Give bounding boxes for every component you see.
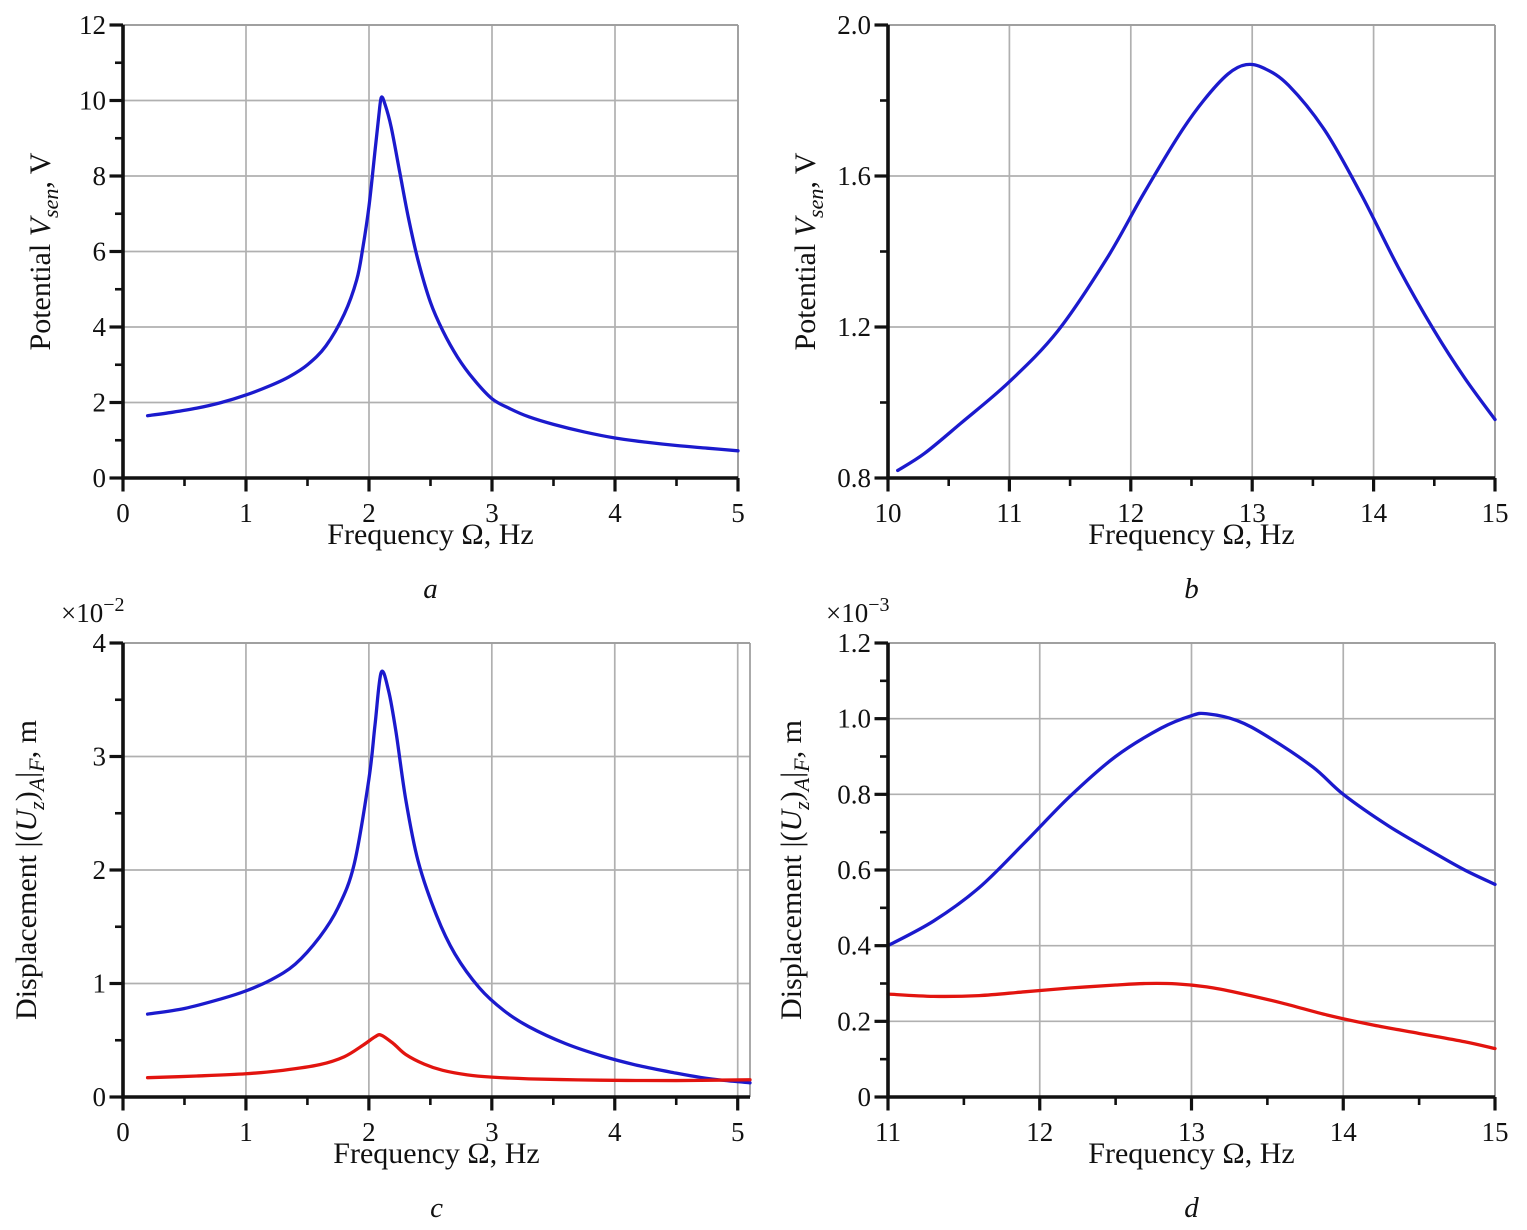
y-axis-exponent-label: ×10−3 [826, 594, 890, 628]
x-tick-label: 13 [1178, 1117, 1205, 1147]
x-axis-title: Frequency Ω, Hz [1088, 518, 1294, 551]
x-tick-label: 15 [1482, 1117, 1509, 1147]
x-tick-label: 14 [1360, 498, 1388, 528]
y-tick-label: 10 [79, 86, 106, 116]
x-tick-label: 11 [996, 498, 1022, 528]
y-tick-label: 4 [93, 312, 107, 342]
blue-curve [145, 669, 752, 1085]
x-tick-label: 10 [875, 498, 902, 528]
blue-curve [896, 62, 1497, 473]
x-tick-label: 5 [731, 1117, 745, 1147]
y-tick-label: 0 [93, 1082, 107, 1112]
y-tick-label: 0 [93, 463, 107, 493]
x-tick-label: 1 [239, 1117, 253, 1147]
x-tick-label: 0 [116, 1117, 130, 1147]
y-tick-label: 12 [79, 10, 106, 40]
subplot-caption: c [430, 1192, 443, 1224]
y-tick-label: 0.8 [837, 779, 871, 809]
x-tick-label: 3 [485, 498, 499, 528]
x-tick-label: 3 [485, 1117, 499, 1147]
y-tick-label: 8 [93, 161, 107, 191]
y-tick-label: 2 [93, 388, 107, 418]
y-tick-label: 2.0 [837, 10, 871, 40]
blue-curve [886, 711, 1497, 948]
x-tick-label: 4 [608, 1117, 622, 1147]
subplot-caption: a [423, 573, 438, 605]
x-tick-label: 13 [1239, 498, 1266, 528]
x-tick-label: 1 [239, 498, 253, 528]
x-axis-title: Frequency Ω, Hz [333, 1137, 539, 1170]
x-tick-label: 11 [875, 1117, 901, 1147]
y-tick-label: 0 [858, 1082, 872, 1112]
y-tick-label: 0.6 [837, 855, 871, 885]
y-axis-title: Displacement |(Uz)A|F, m [10, 720, 49, 1020]
y-tick-label: 0.4 [837, 931, 871, 961]
red-curve [145, 1033, 752, 1083]
subplot-caption: d [1184, 1192, 1199, 1224]
y-tick-label: 1.2 [837, 312, 871, 342]
y-axis-title: Displacement |(Uz)A|F, m [775, 720, 814, 1020]
x-tick-label: 2 [362, 498, 376, 528]
x-axis-title: Frequency Ω, Hz [1088, 1137, 1294, 1170]
x-tick-label: 12 [1026, 1117, 1053, 1147]
red-curve [886, 981, 1497, 1051]
x-tick-label: 12 [1117, 498, 1144, 528]
y-tick-label: 1.6 [837, 161, 871, 191]
y-tick-label: 4 [93, 628, 107, 658]
x-tick-label: 5 [731, 498, 745, 528]
y-tick-label: 0.2 [837, 1006, 871, 1036]
subplot-caption: b [1184, 573, 1199, 605]
y-tick-label: 1.2 [837, 628, 871, 658]
y-tick-label: 0.8 [837, 463, 871, 493]
y-axis-title: Potential Vsen, V [789, 152, 828, 350]
y-axis-exponent-label: ×10−2 [61, 594, 125, 628]
y-tick-label: 3 [93, 742, 107, 772]
x-axis-title: Frequency Ω, Hz [327, 518, 533, 551]
x-tick-label: 0 [116, 498, 130, 528]
chart-b: 10 11 12 13 14 15 0.8 1.2 1.6 2.0 Frequency Ω, Hz P… [789, 10, 1509, 605]
y-tick-label: 6 [93, 237, 107, 267]
blue-curve [145, 95, 740, 453]
chart-c: 0 1 2 3 4 5 0 1 2 3 4 Frequency Ω, Hz Displacement |… [10, 594, 752, 1224]
x-tick-label: 15 [1482, 498, 1509, 528]
y-axis-title: Potential Vsen, V [24, 152, 63, 350]
y-tick-label: 1.0 [837, 704, 871, 734]
x-tick-label: 2 [362, 1117, 376, 1147]
chart-d: 11 12 13 14 15 0 0.2 0.4 0.6 0.8 1.0 1.2 Frequency Ω… [775, 594, 1509, 1224]
x-tick-label: 4 [608, 498, 622, 528]
x-tick-label: 14 [1330, 1117, 1358, 1147]
y-tick-label: 1 [93, 969, 107, 999]
y-tick-label: 2 [93, 855, 107, 885]
